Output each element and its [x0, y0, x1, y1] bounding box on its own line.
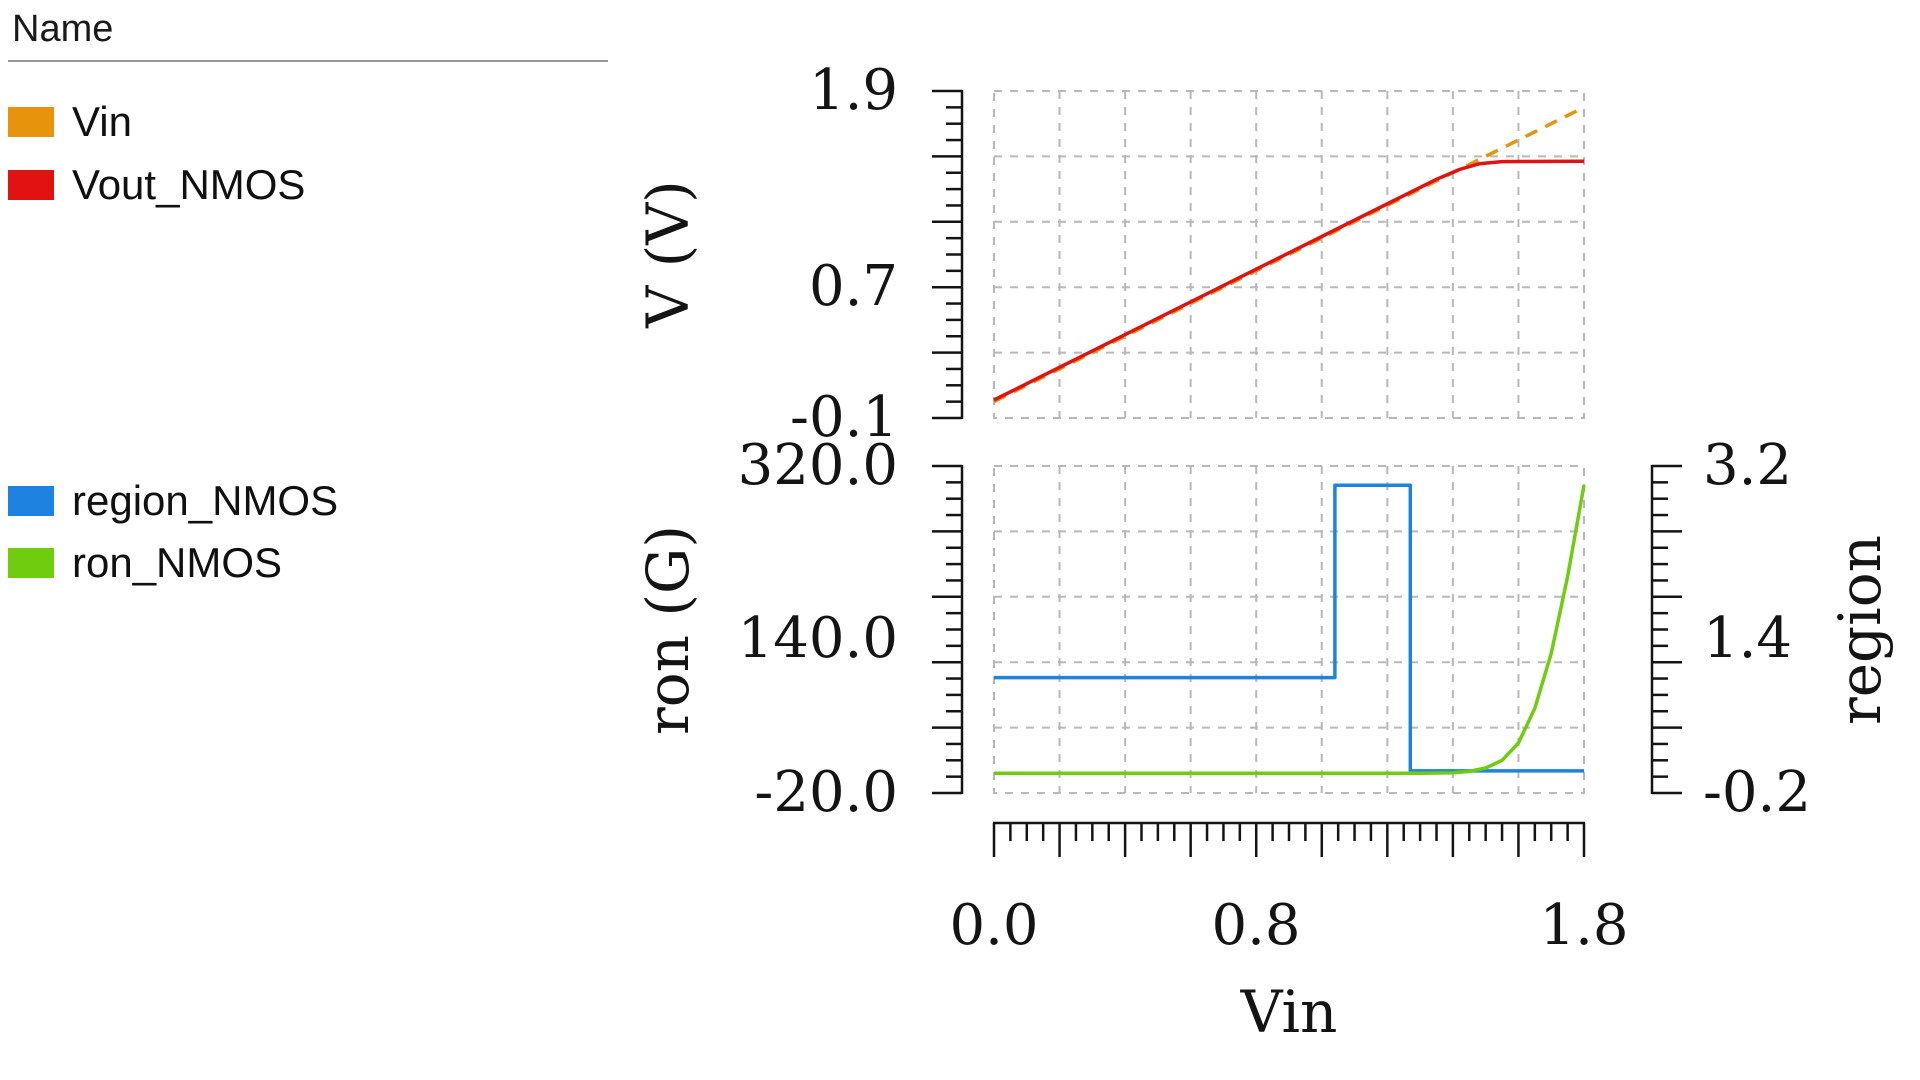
x-axis-title: Vin: [1240, 978, 1338, 1046]
top-plot-y-tick-min: -0.1: [790, 385, 898, 450]
legend-item-vin[interactable]: Vin: [8, 98, 132, 145]
bottom-plot-left-tick-max: 320.0: [737, 433, 898, 498]
legend-item-ron-nmos[interactable]: ron_NMOS: [8, 539, 283, 586]
top-plot-region[interactable]: [994, 91, 1584, 418]
vout-nmos-color-swatch: [8, 170, 54, 200]
ron-nmos-color-swatch: [8, 548, 54, 578]
region-nmos-color-swatch: [8, 486, 54, 516]
legend-item-region-nmos[interactable]: region_NMOS: [8, 477, 339, 524]
top-plot-y-axis-title: V (V): [634, 180, 702, 328]
top-plot-y-tick-max: 1.9: [808, 58, 898, 123]
legend-label-region-nmos: region_NMOS: [72, 477, 339, 524]
x-tick-2: 1.8: [1539, 893, 1629, 958]
bottom-plot-right-tick-min: -0.2: [1703, 760, 1811, 825]
x-tick-0: 0.0: [949, 893, 1039, 958]
legend-item-vout-nmos[interactable]: Vout_NMOS: [8, 161, 306, 208]
bottom-plot-left-tick-min: -20.0: [754, 760, 898, 825]
bottom-plot-right-tick-max: 3.2: [1703, 433, 1793, 498]
legend-divider: [8, 60, 608, 62]
legend-label-vin: Vin: [72, 98, 132, 145]
vin-color-swatch: [8, 107, 54, 137]
top-plot-y-tick-mid: 0.7: [808, 254, 898, 319]
bottom-plot-region[interactable]: [994, 466, 1584, 793]
legend-label-ron-nmos: ron_NMOS: [72, 539, 283, 586]
bottom-plot-left-tick-mid: 140.0: [737, 606, 898, 671]
legend-header: Name: [12, 8, 114, 50]
bottom-plot-right-tick-mid: 1.4: [1703, 606, 1793, 671]
legend-label-vout-nmos: Vout_NMOS: [72, 161, 306, 208]
bottom-plot-left-axis-title: ron (G): [634, 524, 702, 736]
bottom-plot-right-axis-title: region: [1826, 534, 1894, 726]
x-tick-1: 0.8: [1211, 893, 1301, 958]
